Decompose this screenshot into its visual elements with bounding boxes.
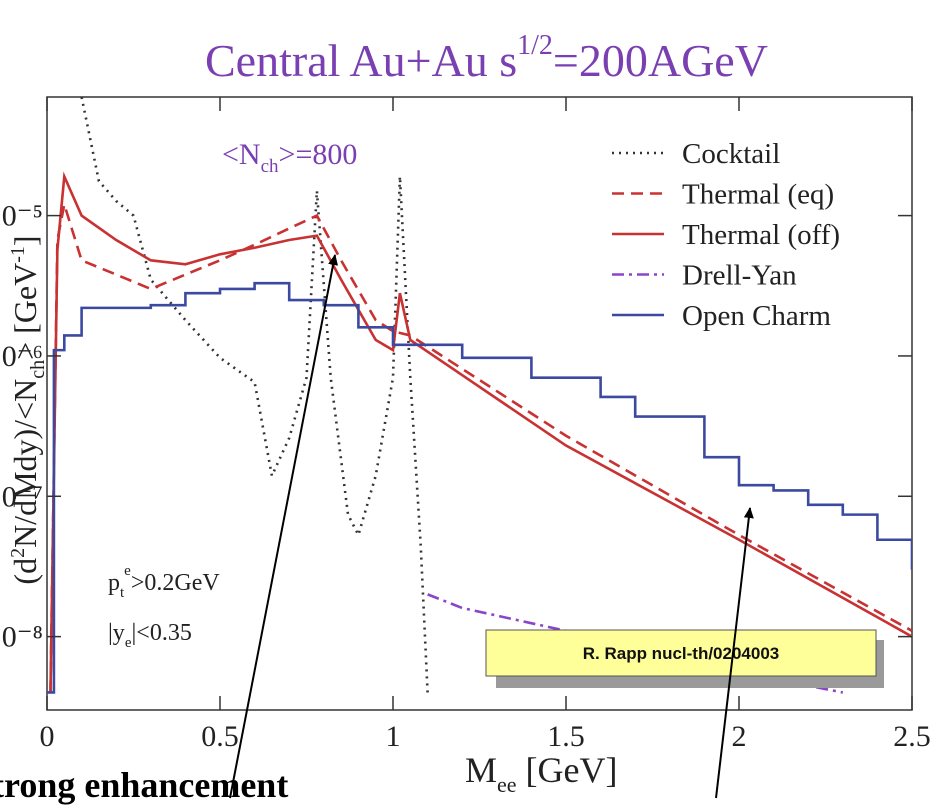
annotation-sub: ch (261, 156, 279, 177)
x-tick-label: 0.5 (201, 720, 239, 753)
title-sup: 1/2 (517, 30, 553, 61)
y-label-sub: ch (27, 360, 49, 379)
chart-title: Central Au+Au s1/2=200AGeV (205, 30, 768, 86)
legend-label: Drell-Yan (682, 260, 797, 292)
annotation: pte>0.2GeV (108, 563, 220, 601)
y-tick-label: 10⁻⁸ (0, 621, 43, 654)
annotation-part: |<0.35 (131, 620, 191, 646)
legend-label: Thermal (off) (682, 219, 840, 251)
y-label-part: > [GeV (7, 263, 43, 360)
x-tick-label: 1 (386, 720, 401, 753)
title-rest: =200AGeV (553, 35, 768, 86)
y-label-part: ] (7, 235, 43, 246)
x-tick-label: 0 (40, 720, 55, 753)
y-tick-label: 10⁻⁷ (0, 480, 43, 513)
reference-box (485, 629, 877, 677)
annotation-part: <N (222, 138, 261, 171)
x-label-part: M (465, 750, 497, 790)
annotation-part: p (108, 570, 120, 596)
series-line (80, 97, 429, 693)
annotation-part: >=800 (279, 138, 358, 171)
y-label-part: N/dMdy)/<N (7, 379, 43, 548)
x-label-sub: ee (497, 772, 517, 797)
arrow (229, 254, 339, 799)
annotation-part: |y (108, 620, 125, 646)
axes: 0 0.5 1 1.5 2 2.5 10⁻⁵ 10⁻⁶ 10⁻⁷ 10⁻⁸ (0, 97, 931, 753)
y-label-sup: -1 (7, 246, 29, 263)
caption: trong enhancement (0, 765, 288, 805)
reference-text: R. Rapp nucl-th/0204003 (583, 644, 780, 663)
annotation-sub: t (120, 585, 125, 601)
legend-label: Thermal (eq) (682, 179, 834, 211)
legend-label: Open Charm (682, 300, 831, 332)
x-tick-label: 1.5 (547, 720, 585, 753)
y-tick-label: 10⁻⁶ (0, 340, 43, 373)
annotation: |ye|<0.35 (108, 620, 192, 651)
plot-frame (46, 96, 913, 711)
annotation-sub: e (125, 635, 132, 651)
y-label-sup: 2 (7, 548, 29, 558)
annotation-part: >0.2GeV (131, 570, 221, 596)
series-line (49, 204, 912, 693)
arrow (715, 507, 754, 799)
y-axis-label: (d2N/dMdy)/<Nch> [GeV-1] (7, 235, 49, 584)
x-tick-label: 2 (732, 720, 747, 753)
legend-label: Cocktail (682, 138, 780, 170)
title-text: Central Au+Au s (205, 35, 517, 86)
series-line (49, 171, 912, 693)
x-label-part: [GeV] (517, 750, 618, 790)
annotation-sup: e (124, 563, 131, 579)
series-line (47, 281, 912, 694)
x-axis-label: Mee [GeV] (465, 750, 618, 797)
x-tick-label: 2.5 (893, 720, 931, 753)
y-tick-label: 10⁻⁵ (0, 200, 43, 233)
annotation: <Nch>=800 (222, 138, 357, 177)
y-label-part: (d (7, 558, 43, 585)
